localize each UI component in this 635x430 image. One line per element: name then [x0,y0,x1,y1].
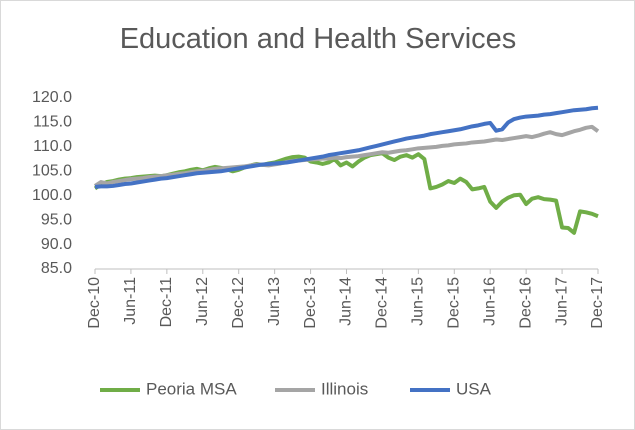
y-tick-label: 95.0 [41,211,72,228]
series-line [93,124,600,188]
x-tick-label: Dec-14 [374,277,391,329]
legend-label: Illinois [321,379,368,398]
x-tick-label: Dec-11 [158,277,175,327]
x-tick-label: Jun-15 [410,277,427,326]
x-tick-label: Dec-17 [589,277,606,329]
x-tick-label: Jun-16 [481,277,498,326]
x-tick-label: Jun-12 [194,277,211,326]
y-tick-label: 120.0 [32,89,72,106]
series-line [94,105,599,189]
x-tick-label: Dec-15 [446,277,463,329]
chart-title: Education and Health Services [120,23,517,55]
y-tick-label: 115.0 [33,114,72,131]
x-tick-label: Dec-10 [86,277,103,329]
y-tick-label: 105.0 [32,163,72,180]
legend-label: USA [456,379,492,398]
x-tick-label: Jun-14 [338,277,355,326]
x-tick-label: Jun-13 [266,277,283,326]
y-tick-label: 90.0 [41,236,72,253]
x-tick-label: Jun-11 [122,277,139,325]
y-tick-label: 85.0 [41,260,72,277]
x-tick-label: Jun-17 [553,277,570,326]
legend-label: Peoria MSA [146,379,237,398]
y-tick-label: 110.0 [33,138,72,155]
x-tick-label: Dec-16 [517,277,534,329]
x-tick-label: Dec-12 [230,277,247,329]
y-tick-label: 100.0 [32,187,72,204]
x-tick-label: Dec-13 [302,277,319,329]
